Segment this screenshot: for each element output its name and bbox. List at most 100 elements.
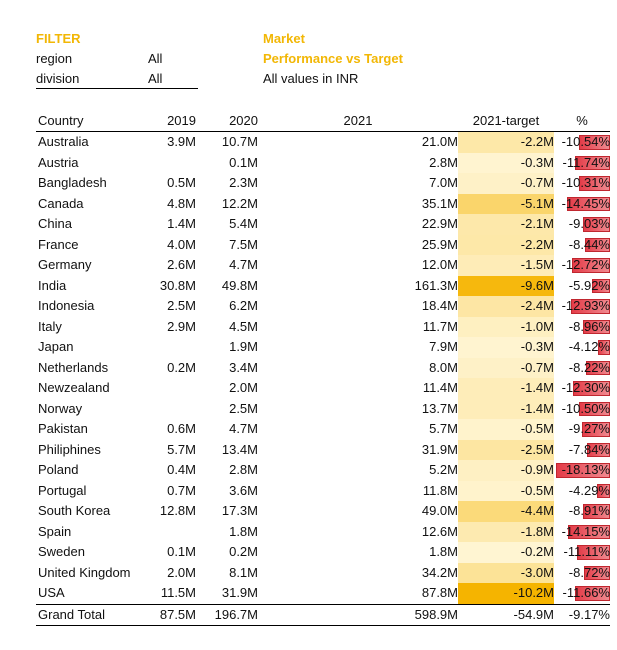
cell-target: -1.4M	[458, 378, 554, 399]
cell-2019: 30.8M	[159, 277, 196, 293]
pct-databar	[577, 545, 610, 560]
cell-pct: -12.72%	[554, 255, 610, 276]
cell-2021: 7.0M	[429, 175, 458, 190]
cell-target: -0.3M	[458, 337, 554, 358]
pct-value: -11.66%	[562, 585, 610, 600]
filter-region-value[interactable]: All	[148, 51, 163, 66]
pct-value: -10.54%	[561, 134, 610, 149]
cell-target: -1.0M	[458, 316, 554, 337]
cell-country: USA	[38, 585, 65, 600]
cell-target: -0.3M	[458, 152, 554, 173]
cell-country: Newzealand	[38, 380, 110, 395]
table-row: Netherlands 0.2M 3.4M 8.0M -0.7M -8.22%	[36, 357, 610, 379]
pct-value: -8.44%	[568, 236, 610, 252]
cell-pct: -4.29%	[554, 481, 610, 502]
total-pct: -9.17%	[554, 603, 610, 626]
pct-databar	[583, 217, 610, 232]
pct-value: -4.12%	[568, 339, 610, 354]
cell-pct: -12.93%	[554, 296, 610, 317]
cell-2020: 4.7M	[229, 257, 258, 272]
total-target: -54.9M	[458, 603, 554, 626]
cell-2019	[140, 378, 196, 399]
cell-2021: 35.1M	[421, 195, 458, 211]
cell-country: Japan	[38, 339, 74, 354]
cell-2020: 4.5M	[229, 318, 258, 334]
cell-2019	[140, 522, 196, 543]
cell-2019: 0.1M	[167, 544, 196, 559]
pct-databar	[573, 381, 610, 396]
cell-2020: 0.1M	[229, 154, 258, 170]
cell-pct: -8.22%	[554, 358, 610, 379]
col-header-target: 2021-target	[458, 111, 554, 132]
cell-country: Sweden	[38, 544, 85, 559]
cell-pct: -10.50%	[554, 399, 610, 420]
cell-2020: 12.2M	[221, 195, 258, 211]
cell-pct: -11.11%	[554, 542, 610, 563]
pct-databar	[572, 258, 610, 273]
pct-databar	[584, 565, 610, 580]
pct-value: -9.03%	[568, 216, 610, 231]
pct-databar	[592, 278, 610, 293]
cell-pct: -8.44%	[554, 235, 610, 256]
cell-2021: 13.7M	[421, 400, 458, 416]
cell-target: -0.7M	[458, 173, 554, 194]
cell-2020: 4.7M	[229, 421, 258, 436]
pct-databar	[585, 237, 610, 252]
cell-country: Netherlands	[38, 359, 109, 375]
cell-2020: 6.2M	[229, 298, 258, 313]
table-row: Germany 2.6M 4.7M 12.0M -1.5M -12.72%	[36, 255, 610, 276]
pct-value: -8.91%	[568, 503, 610, 518]
cell-2020: 0.2M	[229, 544, 258, 559]
cell-2020: 17.3M	[221, 503, 258, 518]
table-row: Pakistan 0.6M 4.7M 5.7M -0.5M -9.27%	[36, 419, 610, 440]
cell-target: -2.5M	[458, 439, 554, 460]
cell-2021: 31.9M	[421, 441, 458, 457]
table-row: India 30.8M 49.8M 161.3M -9.6M -5.92%	[36, 275, 610, 296]
cell-2020: 1.8M	[229, 523, 258, 539]
pct-databar	[582, 422, 610, 437]
table-row: Bangladesh 0.5M 2.3M 7.0M -0.7M -10.31%	[36, 173, 610, 194]
cell-target: -1.4M	[458, 398, 554, 419]
cell-2020: 10.7M	[221, 134, 258, 149]
cell-2020: 2.5M	[229, 400, 258, 416]
grand-total-row: Grand Total 87.5M 196.7M 598.9M -54.9M -…	[36, 603, 610, 626]
cell-country: Bangladesh	[38, 175, 107, 190]
table-row: Italy 2.9M 4.5M 11.7M -1.0M -8.96%	[36, 316, 610, 338]
cell-target: -0.5M	[458, 419, 554, 440]
pct-value: -8.22%	[568, 359, 610, 375]
cell-target: -1.8M	[458, 521, 554, 542]
pct-value: -8.96%	[568, 318, 610, 334]
filter-underline	[36, 88, 198, 89]
pct-databar	[571, 299, 610, 314]
cell-pct: -12.30%	[554, 378, 610, 399]
cell-2021: 1.8M	[429, 544, 458, 559]
cell-target: -10.2M	[458, 583, 554, 604]
cell-country: South Korea	[38, 503, 111, 518]
cell-2021: 18.4M	[421, 298, 458, 313]
cell-2021: 25.9M	[421, 236, 458, 252]
cell-2019: 12.8M	[159, 503, 196, 518]
pct-databar	[583, 319, 610, 334]
filter-division-value[interactable]: All	[148, 71, 163, 86]
cell-pct: -8.96%	[554, 317, 610, 338]
pct-databar	[556, 463, 610, 478]
table-row: Spain 1.8M 12.6M -1.8M -14.15%	[36, 521, 610, 543]
cell-pct: -14.15%	[554, 522, 610, 543]
table-row: South Korea 12.8M 17.3M 49.0M -4.4M -8.91%	[36, 501, 610, 522]
filter-title: FILTER	[36, 31, 81, 46]
cell-target: -5.1M	[458, 193, 554, 214]
filter-division-label: division	[36, 71, 80, 86]
cell-2019	[140, 153, 196, 174]
cell-2021: 11.7M	[422, 318, 458, 334]
cell-2019	[140, 399, 196, 420]
cell-2021: 5.7M	[429, 421, 458, 436]
pct-value: -9.27%	[568, 421, 610, 436]
cell-2019: 0.7M	[167, 482, 196, 498]
cell-target: -0.7M	[458, 357, 554, 378]
cell-2021: 11.4M	[422, 380, 458, 395]
cell-2019: 0.6M	[167, 421, 196, 436]
col-header-country: Country	[36, 111, 140, 132]
cell-pct: -9.03%	[554, 214, 610, 235]
cell-pct: -18.13%	[554, 460, 610, 481]
cell-target: -0.9M	[458, 460, 554, 481]
